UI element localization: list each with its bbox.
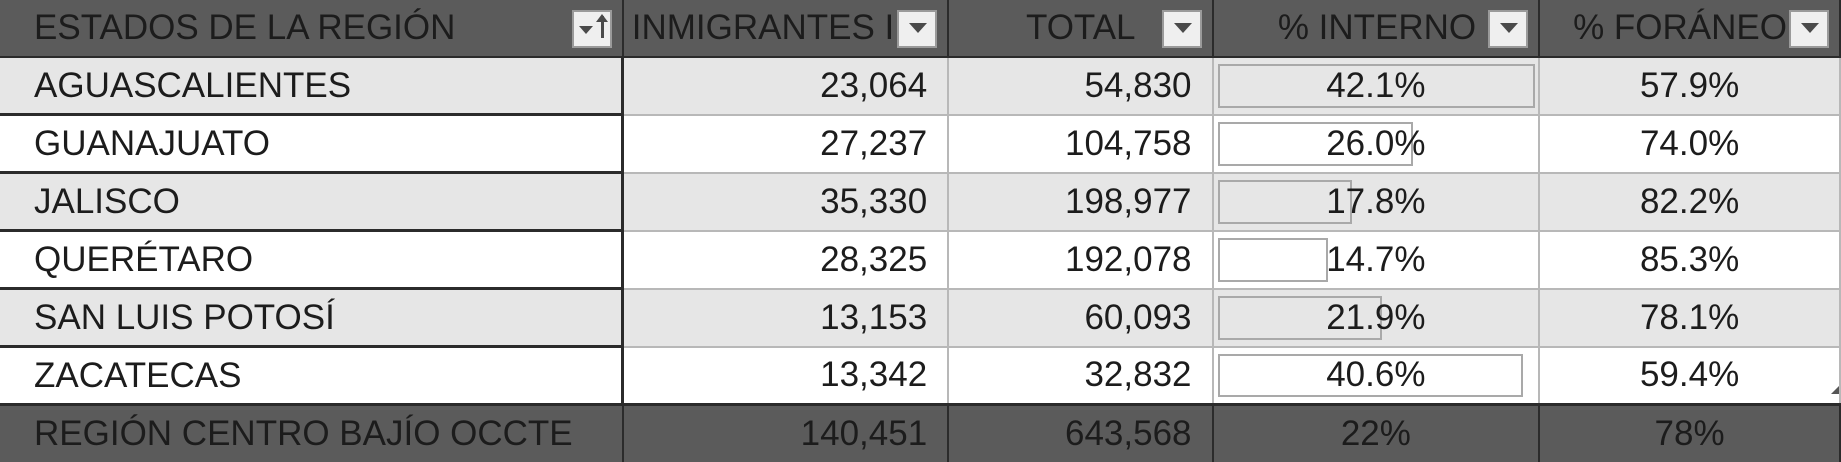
cell-immigrants[interactable]: 28,325: [623, 231, 948, 289]
total-label[interactable]: REGIÓN CENTRO BAJÍO OCCTE: [0, 405, 623, 462]
data-bar: [1218, 238, 1329, 282]
cell-immigrants[interactable]: 13,342: [623, 347, 948, 405]
table-row: QUERÉTARO 28,325 192,078 14.7% 85.3%: [0, 231, 1840, 289]
header-internal-label: % INTERNO: [1278, 8, 1476, 48]
cell-foreign[interactable]: 85.3%: [1539, 231, 1840, 289]
cell-internal-text: 40.6%: [1326, 355, 1425, 394]
cell-state[interactable]: JALISCO: [0, 173, 623, 231]
header-immigrants[interactable]: INMIGRANTES I: [623, 0, 948, 57]
sort-filter-dropdown-icon[interactable]: [572, 10, 612, 48]
cell-immigrants[interactable]: 23,064: [623, 57, 948, 115]
header-foreign-label: % FORÁNEO: [1573, 8, 1787, 48]
cell-foreign[interactable]: 57.9%: [1539, 57, 1840, 115]
header-immigrants-label: INMIGRANTES I: [632, 8, 895, 48]
cell-internal-text: 17.8%: [1326, 182, 1425, 221]
total-foreign[interactable]: 78%: [1539, 405, 1840, 462]
filter-dropdown-icon[interactable]: [1488, 10, 1528, 48]
cell-internal[interactable]: 40.6%: [1213, 347, 1540, 405]
header-states-label: ESTADOS DE LA REGIÓN: [34, 8, 455, 48]
cell-state[interactable]: GUANAJUATO: [0, 115, 623, 173]
cell-foreign[interactable]: 82.2%: [1539, 173, 1840, 231]
cell-total[interactable]: 104,758: [948, 115, 1212, 173]
header-foreign[interactable]: % FORÁNEO: [1539, 0, 1840, 57]
table-row: GUANAJUATO 27,237 104,758 26.0% 74.0%: [0, 115, 1840, 173]
cell-foreign[interactable]: 74.0%: [1539, 115, 1840, 173]
cell-foreign[interactable]: 59.4%: [1539, 347, 1840, 405]
cell-internal-text: 21.9%: [1326, 298, 1425, 337]
cell-immigrants[interactable]: 35,330: [623, 173, 948, 231]
total-immigrants[interactable]: 140,451: [623, 405, 948, 462]
cell-foreign[interactable]: 78.1%: [1539, 289, 1840, 347]
table-resize-handle[interactable]: [1831, 386, 1839, 394]
cell-total[interactable]: 192,078: [948, 231, 1212, 289]
cell-internal[interactable]: 42.1%: [1213, 57, 1540, 115]
total-internal[interactable]: 22%: [1213, 405, 1540, 462]
header-states[interactable]: ESTADOS DE LA REGIÓN: [0, 0, 623, 57]
cell-internal[interactable]: 26.0%: [1213, 115, 1540, 173]
filter-dropdown-icon[interactable]: [1162, 10, 1202, 48]
cell-state[interactable]: QUERÉTARO: [0, 231, 623, 289]
cell-internal[interactable]: 21.9%: [1213, 289, 1540, 347]
table-row: ZACATECAS 13,342 32,832 40.6% 59.4%: [0, 347, 1840, 405]
filter-dropdown-icon[interactable]: [1789, 10, 1829, 48]
header-internal[interactable]: % INTERNO: [1213, 0, 1540, 57]
cell-immigrants[interactable]: 13,153: [623, 289, 948, 347]
table-row: SAN LUIS POTOSÍ 13,153 60,093 21.9% 78.1…: [0, 289, 1840, 347]
cell-internal-text: 26.0%: [1326, 124, 1425, 163]
table-row: JALISCO 35,330 198,977 17.8% 82.2%: [0, 173, 1840, 231]
cell-internal-text: 42.1%: [1326, 66, 1425, 105]
cell-immigrants[interactable]: 27,237: [623, 115, 948, 173]
cell-internal[interactable]: 17.8%: [1213, 173, 1540, 231]
cell-internal[interactable]: 14.7%: [1213, 231, 1540, 289]
filter-dropdown-icon[interactable]: [897, 10, 937, 48]
table-row: AGUASCALIENTES 23,064 54,830 42.1% 57.9%: [0, 57, 1840, 115]
cell-state[interactable]: AGUASCALIENTES: [0, 57, 623, 115]
totals-row: REGIÓN CENTRO BAJÍO OCCTE 140,451 643,56…: [0, 405, 1840, 462]
cell-state[interactable]: SAN LUIS POTOSÍ: [0, 289, 623, 347]
cell-state[interactable]: ZACATECAS: [0, 347, 623, 405]
cell-total[interactable]: 60,093: [948, 289, 1212, 347]
header-row: ESTADOS DE LA REGIÓN INMIGRANTES I TOTAL…: [0, 0, 1840, 57]
cell-total[interactable]: 32,832: [948, 347, 1212, 405]
cell-internal-text: 14.7%: [1326, 240, 1425, 279]
cell-total[interactable]: 54,830: [948, 57, 1212, 115]
total-total[interactable]: 643,568: [948, 405, 1212, 462]
header-total-label: TOTAL: [1026, 8, 1136, 48]
header-total[interactable]: TOTAL: [948, 0, 1212, 57]
cell-total[interactable]: 198,977: [948, 173, 1212, 231]
